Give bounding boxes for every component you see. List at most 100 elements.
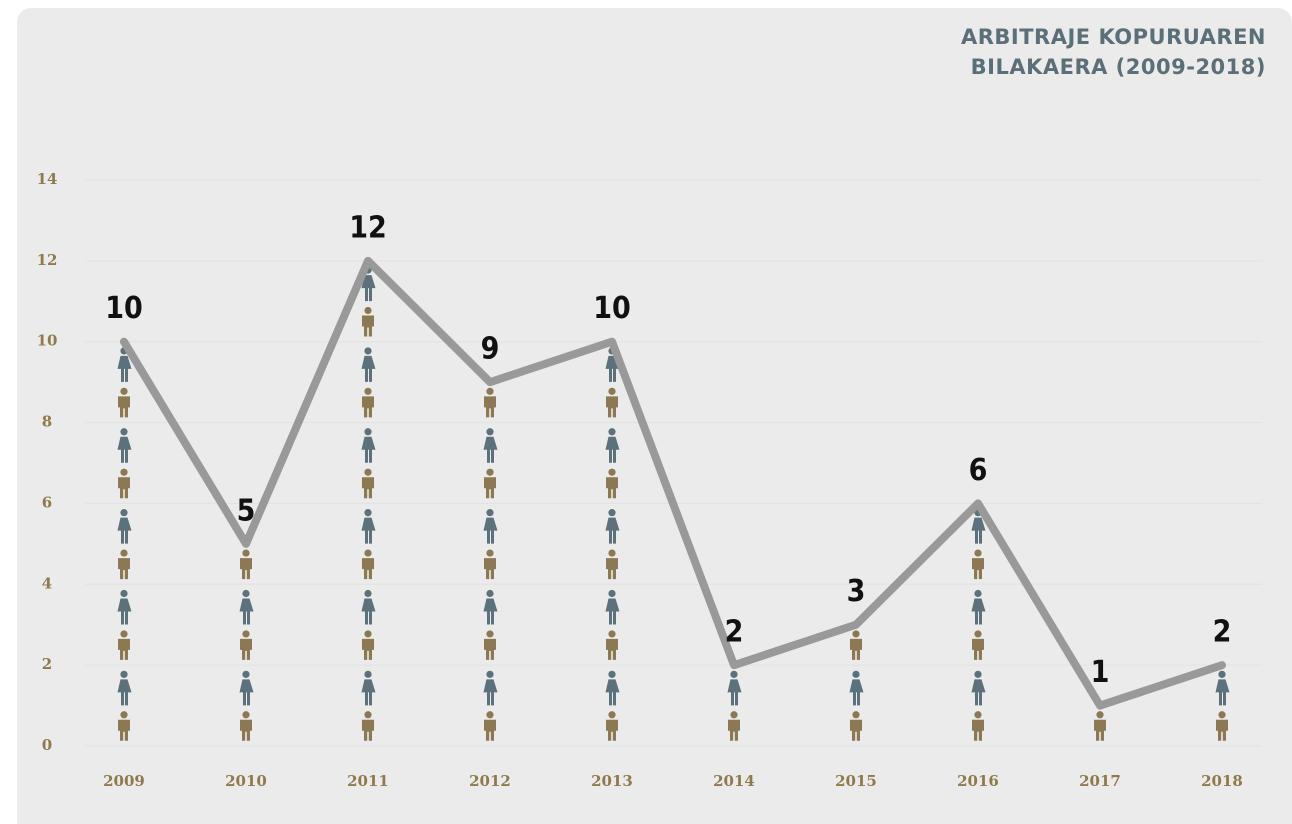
icon-head — [486, 589, 494, 598]
data-label: 10 — [105, 291, 143, 326]
icon-body — [1094, 719, 1106, 741]
x-tick-label: 2011 — [347, 772, 389, 790]
icon-head — [608, 509, 616, 517]
icon-body — [606, 396, 618, 418]
icon-body — [361, 396, 374, 418]
data-label: 5 — [237, 493, 256, 528]
icon-head — [486, 711, 494, 719]
icon-body — [483, 396, 496, 418]
icon-body — [361, 477, 374, 499]
y-tick-label: 8 — [42, 413, 52, 431]
icon-body — [483, 517, 498, 544]
icon-body — [971, 517, 986, 544]
panel — [17, 8, 1292, 824]
icon-head — [364, 387, 372, 395]
icon-body — [361, 355, 376, 382]
icon-head — [364, 711, 372, 719]
icon-head — [974, 630, 982, 638]
icon-head — [364, 630, 372, 638]
icon-body — [361, 638, 374, 660]
icon-body — [118, 638, 130, 660]
chart-title: ARBITRAJE KOPURUAREN BILAKAERA (2009-201… — [960, 25, 1266, 79]
y-tick-label: 14 — [37, 170, 58, 188]
icon-body — [849, 679, 864, 706]
icon-body — [483, 638, 496, 660]
icon-head — [608, 468, 616, 476]
icon-head — [364, 347, 372, 355]
icon-body — [361, 517, 376, 544]
icon-body — [361, 598, 376, 625]
data-label: 2 — [1213, 615, 1232, 650]
data-label: 6 — [969, 453, 988, 488]
icon-body — [117, 598, 132, 625]
icon-body — [118, 558, 130, 580]
icon-head — [608, 589, 616, 598]
icon-head — [608, 428, 616, 436]
icon-body — [240, 638, 252, 660]
y-tick-label: 4 — [42, 574, 52, 592]
icon-head — [1096, 711, 1104, 719]
icon-head — [242, 711, 250, 719]
x-tick-label: 2015 — [835, 772, 877, 790]
icon-head — [730, 711, 738, 719]
icon-body — [240, 719, 252, 741]
icon-head — [486, 670, 494, 678]
icon-body — [483, 558, 496, 580]
icon-head — [486, 468, 494, 476]
icon-body — [117, 436, 132, 463]
icon-body — [118, 477, 130, 499]
data-label: 1 — [1091, 655, 1110, 690]
icon-head — [364, 549, 372, 557]
icon-body — [606, 477, 618, 499]
y-tick-label: 10 — [37, 332, 58, 350]
icon-column — [605, 347, 620, 741]
y-tick-label: 0 — [42, 736, 52, 754]
data-label: 10 — [593, 291, 631, 326]
icon-body — [972, 558, 984, 580]
icon-body — [117, 679, 132, 706]
icon-column — [483, 387, 498, 741]
icon-head — [974, 589, 982, 598]
icon-head — [974, 549, 982, 557]
icon-head — [486, 387, 494, 395]
icon-body — [240, 558, 252, 580]
icon-body — [850, 719, 862, 741]
icon-body — [605, 598, 620, 625]
icon-column — [971, 509, 986, 741]
icon-column — [727, 670, 742, 741]
icon-body — [727, 679, 742, 706]
icon-head — [974, 670, 982, 678]
icon-head — [852, 630, 860, 638]
icon-body — [483, 436, 498, 463]
icon-column — [239, 549, 254, 741]
icon-head — [364, 306, 372, 315]
data-label: 3 — [847, 574, 866, 609]
icon-body — [605, 517, 620, 544]
icon-body — [118, 719, 130, 741]
icon-head — [364, 509, 372, 517]
icon-head — [1218, 711, 1226, 719]
icon-head — [1218, 670, 1226, 678]
x-tick-label: 2013 — [591, 772, 633, 790]
icon-body — [606, 638, 618, 660]
icon-body — [361, 679, 376, 706]
icon-head — [608, 711, 616, 719]
y-tick-label: 12 — [37, 251, 58, 269]
icon-column — [849, 630, 864, 741]
icon-head — [242, 670, 250, 678]
x-tick-label: 2017 — [1079, 772, 1121, 790]
icon-head — [242, 630, 250, 638]
data-label: 2 — [725, 615, 744, 650]
icon-body — [1216, 719, 1228, 741]
icon-column — [117, 347, 132, 741]
icon-head — [852, 670, 860, 678]
icon-body — [606, 719, 618, 741]
icon-head — [120, 630, 128, 638]
icon-head — [120, 428, 128, 436]
icon-body — [605, 679, 620, 706]
icon-column — [361, 266, 376, 741]
icon-body — [361, 315, 374, 337]
icon-body — [117, 355, 132, 382]
